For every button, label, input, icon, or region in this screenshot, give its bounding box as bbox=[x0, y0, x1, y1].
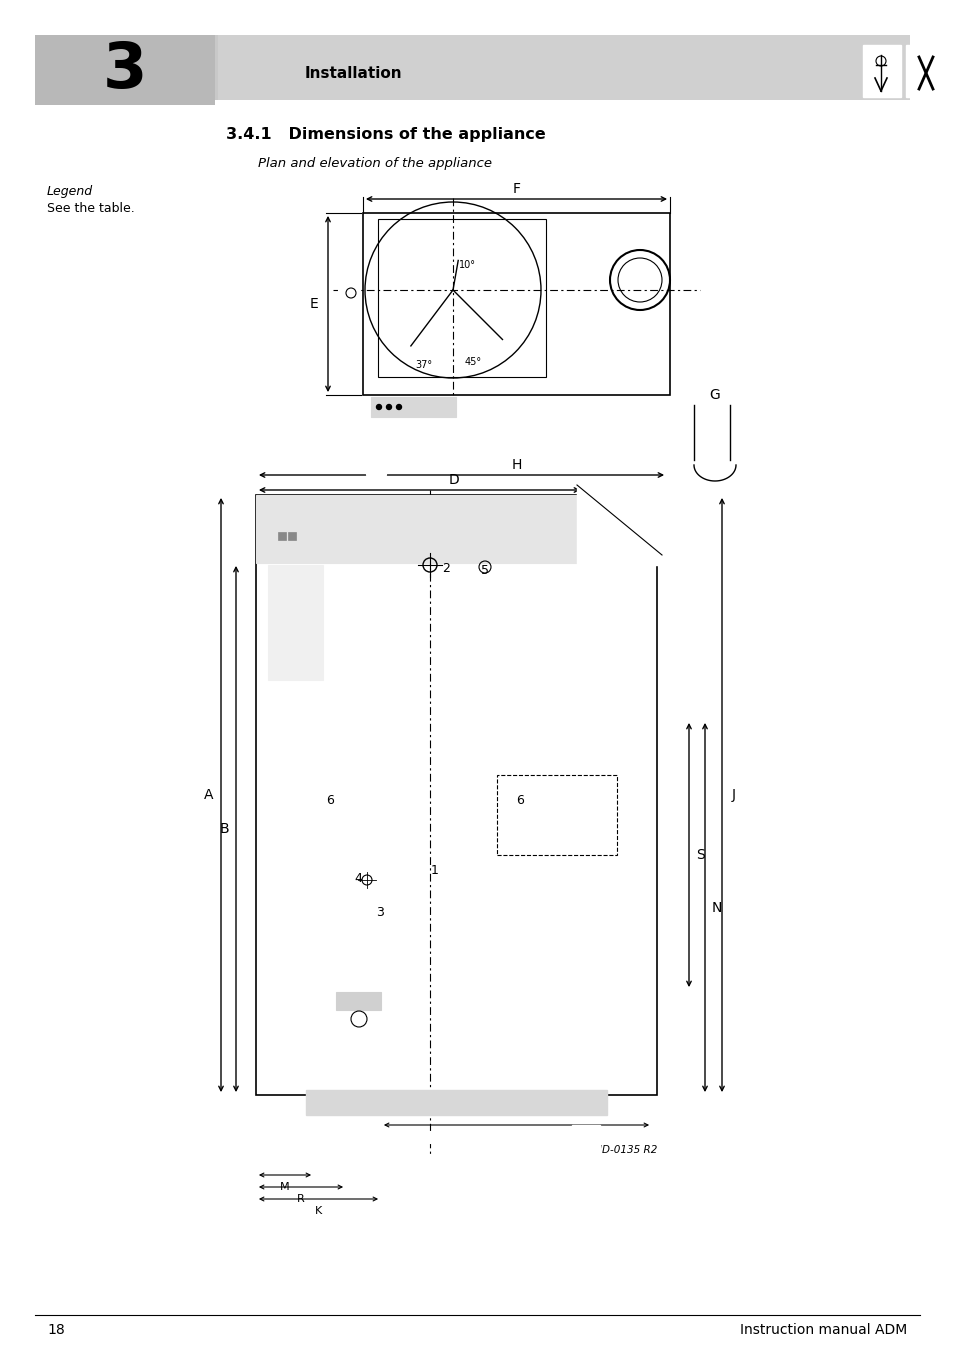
Bar bbox=[288, 532, 295, 540]
Text: 3.4.1   Dimensions of the appliance: 3.4.1 Dimensions of the appliance bbox=[226, 127, 545, 142]
Text: 2: 2 bbox=[441, 562, 450, 574]
Bar bbox=[35, 35, 909, 100]
Text: B: B bbox=[219, 821, 229, 836]
Bar bbox=[306, 1090, 606, 1115]
Text: R: R bbox=[296, 1194, 305, 1204]
Bar bbox=[311, 1125, 338, 1156]
Bar bbox=[363, 213, 669, 394]
Circle shape bbox=[376, 404, 381, 409]
Bar bbox=[277, 532, 286, 540]
Bar bbox=[35, 35, 214, 105]
Bar bbox=[905, 45, 943, 97]
Bar bbox=[337, 282, 359, 300]
Text: 1: 1 bbox=[431, 863, 438, 877]
Bar bbox=[335, 992, 380, 1011]
Text: N: N bbox=[711, 901, 721, 915]
Text: H: H bbox=[511, 458, 521, 471]
Bar bbox=[366, 463, 386, 476]
Text: Installation: Installation bbox=[305, 65, 402, 81]
Text: 3: 3 bbox=[103, 39, 147, 101]
Text: 45°: 45° bbox=[464, 357, 481, 367]
Text: S: S bbox=[696, 848, 704, 862]
Text: 4: 4 bbox=[354, 871, 361, 885]
Text: D: D bbox=[449, 473, 459, 486]
Bar bbox=[572, 1125, 599, 1156]
Text: 6: 6 bbox=[326, 793, 334, 807]
Bar bbox=[377, 219, 545, 377]
Text: J: J bbox=[731, 788, 735, 802]
Text: 3: 3 bbox=[375, 907, 383, 920]
Text: IMD-0135 R2: IMD-0135 R2 bbox=[589, 1146, 657, 1155]
Text: 6: 6 bbox=[516, 793, 523, 807]
Text: Plan and elevation of the appliance: Plan and elevation of the appliance bbox=[257, 158, 492, 170]
Text: Legend: Legend bbox=[47, 185, 93, 199]
Text: E: E bbox=[310, 297, 318, 311]
Bar bbox=[218, 35, 909, 100]
Text: See the table.: See the table. bbox=[47, 201, 134, 215]
Bar bbox=[255, 494, 657, 563]
Bar bbox=[693, 405, 735, 465]
Text: G: G bbox=[709, 388, 720, 403]
Bar bbox=[366, 424, 460, 439]
Text: A: A bbox=[204, 788, 213, 802]
Text: 18: 18 bbox=[47, 1323, 65, 1337]
Text: 37°: 37° bbox=[415, 359, 432, 370]
Bar bbox=[577, 480, 666, 565]
Text: 10°: 10° bbox=[458, 259, 476, 270]
Bar bbox=[363, 439, 457, 457]
Text: F: F bbox=[512, 182, 520, 196]
Bar bbox=[268, 565, 323, 680]
Circle shape bbox=[396, 404, 401, 409]
Text: Instruction manual ADM: Instruction manual ADM bbox=[739, 1323, 906, 1337]
Text: M: M bbox=[280, 1182, 290, 1192]
Bar bbox=[306, 1131, 606, 1143]
Text: K: K bbox=[314, 1206, 322, 1216]
Text: P: P bbox=[512, 1131, 519, 1143]
Circle shape bbox=[386, 404, 391, 409]
Bar bbox=[371, 397, 456, 417]
Bar bbox=[497, 775, 617, 855]
Bar bbox=[862, 45, 900, 97]
Bar bbox=[255, 494, 657, 1096]
Text: 5: 5 bbox=[480, 563, 489, 577]
